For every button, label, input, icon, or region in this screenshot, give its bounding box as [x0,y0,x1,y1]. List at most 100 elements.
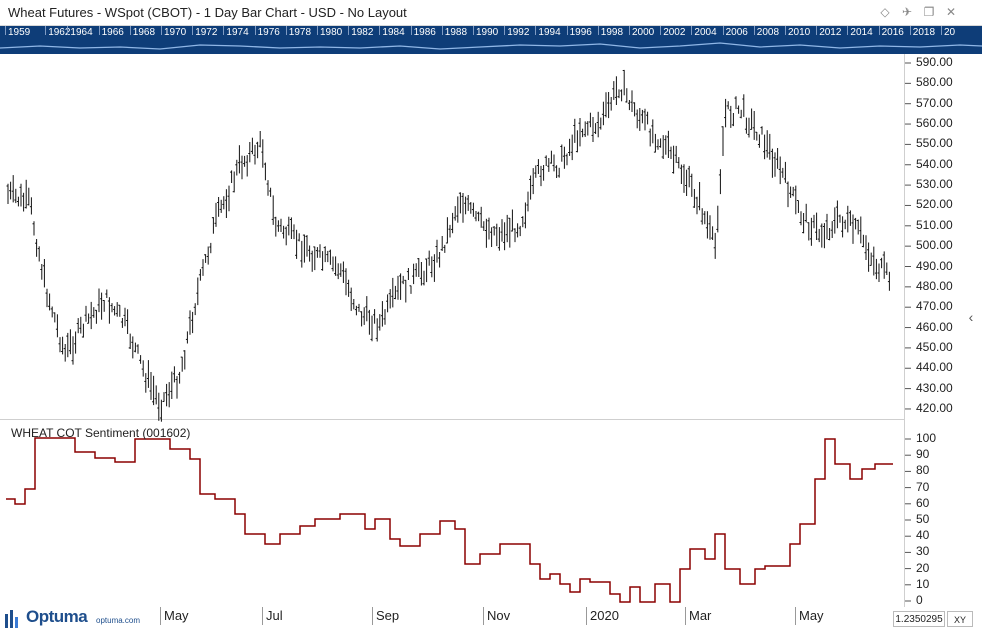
year-label[interactable]: 1959 [8,27,31,38]
year-label[interactable]: 2012 [819,27,842,38]
year-navigator-bar[interactable]: 1959 1962 1964 1966 1968 1970 1972 1974 1976 1978… [0,26,982,54]
year-label[interactable]: 2014 [850,27,873,38]
year-tick [348,26,350,35]
year-tick [379,26,381,35]
year-label[interactable]: 2004 [694,27,717,38]
price-axis-label: 570.00 [916,95,953,110]
year-label[interactable]: 1996 [569,27,592,38]
year-tick [441,26,443,35]
year-tick [254,26,256,35]
price-axis-label: 500.00 [916,238,953,253]
chevron-left-icon[interactable]: ‹ [968,309,974,325]
year-label[interactable]: 1998 [600,27,624,38]
time-axis-label: Nov [487,608,511,623]
logo-url: optuma.com [96,616,141,625]
optuma-logo: Optuma optuma.com [4,606,154,632]
year-tick [816,26,818,35]
year-label[interactable]: 2006 [725,27,748,38]
year-tick [660,26,662,35]
year-tick [753,26,755,35]
year-tick [129,26,131,35]
year-label[interactable]: 1982 [351,27,374,38]
year-label[interactable]: 1976 [257,27,280,38]
year-tick [192,26,194,35]
cot-sentiment-line [6,437,893,603]
year-navigator-history-line [0,42,982,50]
year-label[interactable]: 1968 [132,27,156,38]
restore-icon[interactable]: ❐ [923,5,935,19]
year-label[interactable]: 1974 [226,27,249,38]
year-tick [410,26,412,35]
chart-canvas[interactable] [0,54,982,608]
price-axis-label: 450.00 [916,339,953,354]
time-axis-label: 2020 [590,608,619,623]
year-label[interactable]: 1964 [70,27,93,38]
time-axis-label: Sep [376,608,400,623]
year-tick [722,26,724,35]
year-label[interactable]: 1966 [101,27,124,38]
chart-area[interactable]: 590.00 580.00 570.00 560.00 550.00 540.00 530.… [0,54,982,608]
year-label[interactable]: 2016 [881,27,904,38]
year-label[interactable]: 2018 [912,27,936,38]
year-tick [504,26,506,35]
time-axis-label: May [164,608,189,623]
year-tick [785,26,786,35]
indicator-axis-label: 100 [916,431,937,445]
price-axis-label: 510.00 [916,217,953,232]
year-label[interactable]: 2010 [788,27,811,38]
year-tick [45,26,47,35]
price-axis-label: 470.00 [916,299,953,314]
year-label[interactable]: 1970 [164,27,187,38]
year-label[interactable]: 20 [944,27,956,38]
year-label[interactable]: 1980 [320,27,343,38]
year-label[interactable]: 1978 [288,27,312,38]
indicator-axis-label: 90 [916,447,930,462]
year-tick [317,26,318,35]
time-tick [586,607,587,625]
year-tick [941,26,942,35]
year-label[interactable]: 1992 [507,27,530,38]
close-icon[interactable]: ✕ [945,5,957,19]
year-label[interactable]: 2002 [663,27,686,38]
indicator-title[interactable]: WHEAT COT Sentiment (001602) [11,426,191,440]
year-tick [98,26,100,35]
year-tick [5,26,6,35]
price-axis-label: 460.00 [916,319,953,334]
window-title: Wheat Futures - WSpot (CBOT) - 1 Day Bar… [8,5,407,20]
time-axis-label: Mar [689,608,712,623]
price-bars [6,69,890,422]
time-tick [483,607,484,625]
time-tick [160,607,161,625]
year-label[interactable]: 1962 [48,27,71,38]
indicator-axis-label: 30 [916,544,930,559]
time-axis[interactable]: May Jul Sep Nov 2020 Mar May [0,607,982,635]
year-label[interactable]: 1994 [538,27,561,38]
price-readout[interactable]: 1.2350295 [893,611,945,627]
year-label[interactable]: 1990 [476,27,499,38]
diamond-icon[interactable]: ◇ [880,5,890,19]
indicator-axis-label: 40 [916,528,930,543]
year-tick [285,26,287,35]
year-tick [909,26,911,35]
year-tick [161,26,162,35]
year-tick [566,26,568,35]
pin-icon[interactable]: ✈ [901,5,913,19]
price-axis-label: 440.00 [916,360,953,375]
price-axis-label: 590.00 [916,55,953,69]
time-axis-label: May [799,608,824,623]
year-label[interactable]: 1984 [382,27,405,38]
year-tick [223,26,225,35]
xy-button[interactable]: XY [947,611,973,627]
indicator-axis-label: 70 [916,479,930,494]
indicator-axis-label: 20 [916,560,930,575]
year-label[interactable]: 1986 [413,27,436,38]
year-label[interactable]: 2008 [756,27,780,38]
indicator-axis-label: 50 [916,512,930,526]
indicator-axis-label: 10 [916,576,930,591]
price-axis-label: 430.00 [916,380,953,395]
year-label[interactable]: 2000 [632,27,655,38]
year-label[interactable]: 1972 [195,27,218,38]
year-label[interactable]: 1988 [444,27,468,38]
time-tick [685,607,686,625]
year-tick [691,26,693,35]
